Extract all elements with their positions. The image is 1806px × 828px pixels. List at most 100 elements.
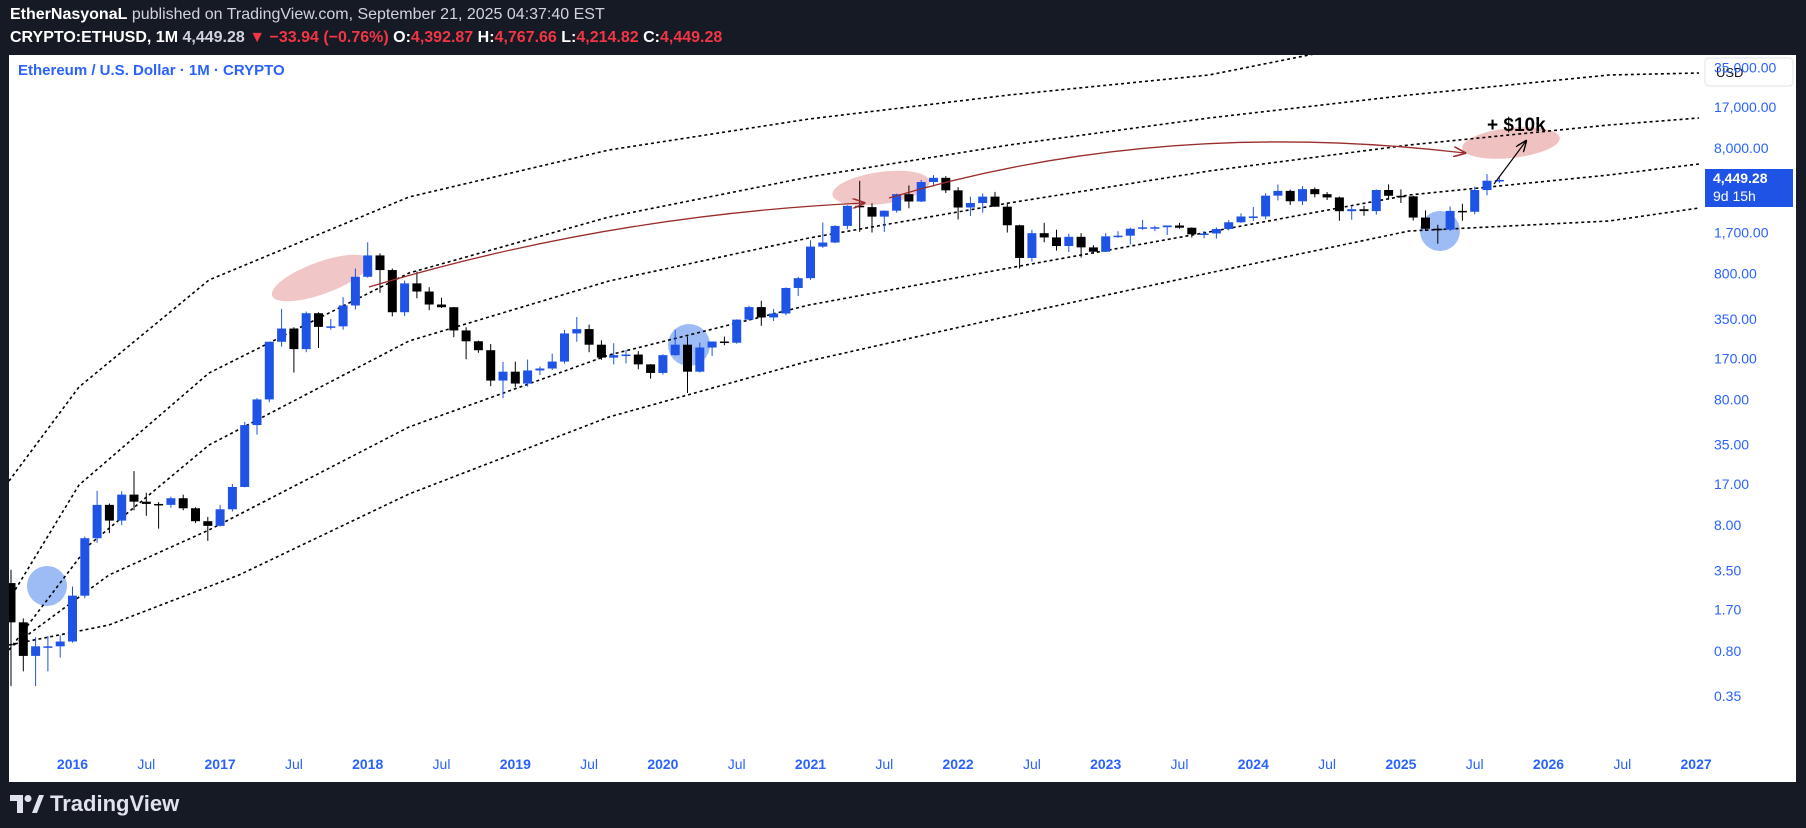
x-tick-label: Jul xyxy=(875,756,893,772)
candle-body xyxy=(375,255,385,271)
x-tick-label: Jul xyxy=(1023,756,1041,772)
x-tick-label: Jul xyxy=(1613,756,1631,772)
channel-line xyxy=(8,207,1700,646)
candle-body xyxy=(892,194,902,211)
x-tick-label: Jul xyxy=(1318,756,1336,772)
x-tick-label: Jul xyxy=(285,756,303,772)
candle xyxy=(191,507,200,524)
candle xyxy=(1334,196,1344,221)
candle xyxy=(953,187,963,220)
x-tick-label: 2016 xyxy=(57,756,88,772)
candle-body xyxy=(141,501,151,504)
candle-body xyxy=(965,203,975,208)
candle-body xyxy=(1101,236,1111,252)
candle xyxy=(633,351,643,370)
candle xyxy=(1150,225,1160,232)
candle xyxy=(1211,227,1221,239)
candle-body xyxy=(621,354,631,357)
candle xyxy=(301,311,311,353)
y-tick-label: 35.00 xyxy=(1714,437,1749,453)
candle xyxy=(1064,233,1074,253)
chart-panel[interactable]: + $10k Ethereum / U.S. Dollar · 1M · CRY… xyxy=(6,46,1796,782)
x-tick-label: 2020 xyxy=(647,756,678,772)
candle xyxy=(523,359,533,387)
candle xyxy=(1224,220,1234,231)
candle xyxy=(756,300,766,326)
candle xyxy=(117,491,127,526)
candle-body xyxy=(92,504,102,539)
candle xyxy=(978,193,988,213)
x-tick-label: Jul xyxy=(433,756,451,772)
price-axis[interactable]: 0.35 0.80 1.70 3.50 8.00 17.00 35.00 80.00 170.0… xyxy=(1714,59,1776,704)
candle-body xyxy=(1457,210,1467,213)
candle-body xyxy=(732,319,742,343)
y-tick-label: 17.00 xyxy=(1714,476,1749,492)
candle xyxy=(449,306,459,338)
candle-body xyxy=(387,270,397,313)
candle xyxy=(1138,219,1148,230)
candle-body xyxy=(756,307,766,318)
candle-body xyxy=(646,364,656,373)
candle-body xyxy=(129,494,139,502)
high-label: H: xyxy=(477,29,495,46)
candle xyxy=(683,336,692,394)
candle xyxy=(264,341,274,403)
candle-body xyxy=(1371,189,1381,212)
candle-body xyxy=(1322,194,1332,198)
candle-body xyxy=(338,305,348,327)
price-chart[interactable]: + $10k Ethereum / U.S. Dollar · 1M · CRY… xyxy=(6,46,1796,782)
candle xyxy=(1470,186,1480,215)
x-tick-label: Jul xyxy=(1466,756,1484,772)
candle-body xyxy=(424,291,434,305)
tradingview-icon xyxy=(10,795,44,813)
tradingview-logo[interactable]: TradingView xyxy=(10,791,179,817)
candle-body xyxy=(1248,216,1258,218)
candle-body xyxy=(80,538,90,596)
y-tick-label: 170.00 xyxy=(1714,350,1757,366)
candle-body xyxy=(412,283,422,292)
candle xyxy=(314,312,323,349)
candle-body xyxy=(1298,189,1307,202)
candle-body xyxy=(31,646,41,656)
candle-body xyxy=(879,210,889,217)
candle-body xyxy=(1002,206,1012,226)
candle xyxy=(1236,213,1246,223)
candle-body xyxy=(781,287,791,314)
candle-body xyxy=(1445,210,1455,230)
low-label: L: xyxy=(561,29,577,46)
candle xyxy=(141,492,151,516)
candle-body xyxy=(252,399,262,426)
candle-body xyxy=(1162,225,1172,228)
time-axis[interactable]: 2016 Jul 2017 Jul 2018 Jul 2019 Jul 2020 Jul 2021 J… xyxy=(57,756,1712,772)
currency-button[interactable]: USD xyxy=(1704,57,1794,87)
author-name[interactable]: EtherNasyonaL xyxy=(10,6,128,23)
candle xyxy=(965,196,975,217)
x-tick-label: 2024 xyxy=(1238,756,1269,772)
candle-body xyxy=(1334,197,1344,212)
candle xyxy=(1273,184,1283,201)
candle-body xyxy=(1138,227,1148,229)
candle xyxy=(240,421,250,488)
candle-body xyxy=(1088,247,1098,252)
candle-body xyxy=(178,498,188,509)
candle-body xyxy=(1199,233,1209,235)
candle-body xyxy=(1310,189,1320,195)
candle xyxy=(1175,222,1184,229)
x-tick-label: 2022 xyxy=(943,756,974,772)
candle-body xyxy=(1470,189,1480,212)
candle-body xyxy=(289,328,299,350)
candle xyxy=(806,240,815,280)
candle-body xyxy=(1408,196,1418,218)
candle-body xyxy=(584,329,594,345)
y-tick-label: 0.80 xyxy=(1714,643,1741,659)
candle-body xyxy=(572,329,582,334)
candles-group xyxy=(6,174,1504,687)
candle xyxy=(1248,206,1258,221)
candle xyxy=(867,203,877,233)
candle-body xyxy=(867,207,877,217)
candle xyxy=(892,193,902,213)
candle-body xyxy=(363,255,373,277)
candle xyxy=(1113,231,1123,238)
candle xyxy=(596,340,606,360)
x-tick-label: Jul xyxy=(1171,756,1189,772)
